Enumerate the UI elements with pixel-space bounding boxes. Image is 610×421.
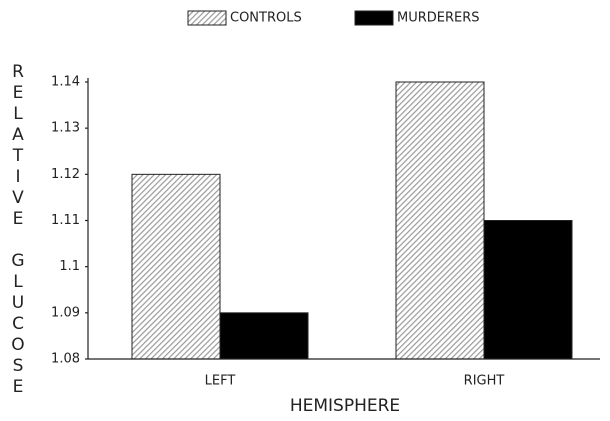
x-tick-label: LEFT <box>205 374 236 389</box>
legend-swatch <box>187 10 227 26</box>
y-tick-label: 1.13 <box>51 121 80 136</box>
legend-label: CONTROLS <box>230 11 302 26</box>
y-axis-label: RELATIVE GLUCOSE <box>8 62 28 398</box>
bar <box>483 220 573 360</box>
y-tick-label: 1.11 <box>51 213 80 228</box>
legend-swatch <box>354 10 394 26</box>
x-axis-label: HEMISPHERE <box>290 396 400 416</box>
bar <box>395 81 485 360</box>
y-tick-label: 1.08 <box>51 352 80 367</box>
bar <box>219 312 309 360</box>
y-tick-label: 1.09 <box>51 305 80 320</box>
bar <box>131 173 221 360</box>
y-tick-label: 1.12 <box>51 167 80 182</box>
legend-label: MURDERERS <box>397 11 480 26</box>
y-tick-label: 1.14 <box>51 75 80 90</box>
x-tick-label: RIGHT <box>464 374 505 389</box>
y-tick-label: 1.1 <box>59 259 80 274</box>
